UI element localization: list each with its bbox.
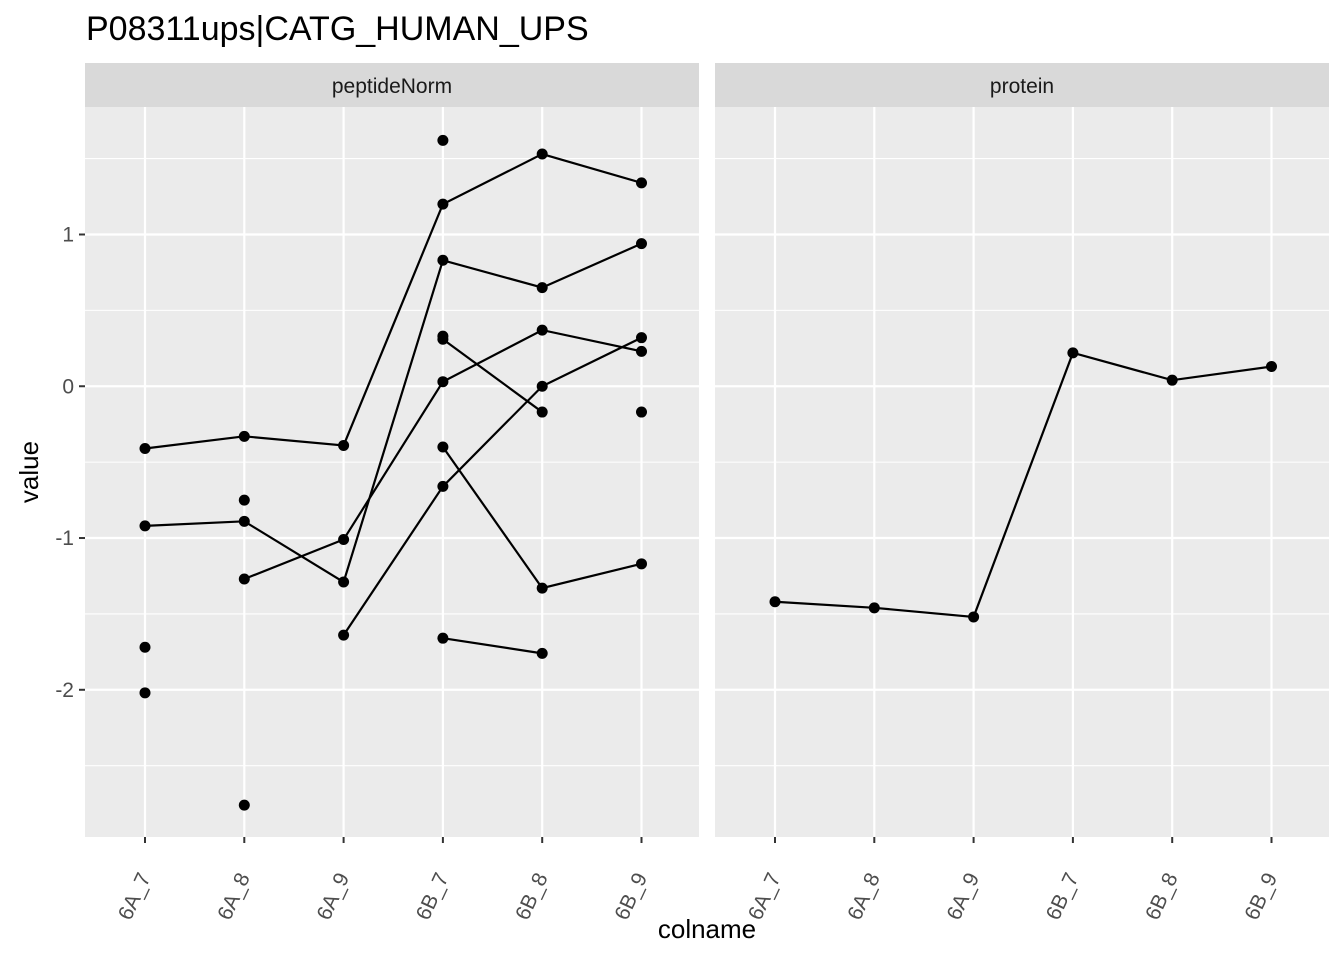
series-line [144, 242, 642, 584]
data-point [437, 330, 449, 342]
data-point [636, 177, 647, 189]
x-tick-label: 6B_8 [1141, 869, 1183, 923]
facet-strip-label: peptideNorm [332, 75, 452, 98]
data-point [338, 629, 350, 641]
data-point [238, 799, 250, 811]
data-point [437, 480, 449, 492]
panel-background [85, 107, 699, 837]
x-tick-label: 6A_8 [213, 869, 255, 923]
data-point [238, 494, 250, 506]
chart-title: P08311ups|CATG_HUMAN_UPS [86, 10, 589, 48]
data-point [536, 582, 548, 594]
data-point [338, 576, 350, 588]
x-axis-title: colname [658, 914, 756, 944]
data-point [636, 558, 647, 570]
data-point [968, 611, 980, 623]
data-point [338, 439, 350, 451]
data-point [1166, 374, 1178, 386]
x-tick-label: 6B_9 [1240, 869, 1282, 923]
data-point [238, 573, 250, 585]
x-tick-label: 6A_9 [313, 869, 355, 923]
data-point [139, 641, 151, 653]
x-tick-label: 6B_8 [511, 869, 553, 923]
data-point [139, 442, 151, 454]
x-tick-label: 6A_8 [843, 869, 885, 923]
data-point [536, 324, 548, 336]
data-point [536, 148, 548, 160]
data-point [1266, 361, 1277, 373]
data-point [536, 406, 548, 418]
y-tick-label: -1 [55, 527, 74, 550]
data-point [238, 515, 250, 527]
data-point [636, 345, 647, 357]
data-point [536, 647, 548, 659]
data-point [437, 198, 449, 210]
data-point [437, 254, 449, 266]
facet-strip [715, 63, 1329, 107]
data-point [139, 520, 151, 532]
data-point [238, 430, 250, 442]
facet-strip [85, 63, 699, 107]
data-point [139, 687, 151, 699]
data-point [636, 238, 647, 250]
series-line [342, 336, 642, 636]
series-line [442, 338, 543, 413]
series-line [442, 637, 543, 655]
data-point [437, 632, 449, 644]
data-point [769, 596, 781, 608]
panel-background [715, 107, 1329, 837]
data-point [536, 380, 548, 392]
y-tick-label: -2 [55, 679, 74, 702]
facet-strip-label: protein [990, 75, 1054, 98]
y-axis-title: value [14, 441, 44, 503]
data-point [1067, 347, 1079, 359]
data-point [636, 406, 647, 418]
x-tick-label: 6A_9 [943, 869, 985, 923]
x-tick-label: 6B_7 [1042, 869, 1084, 923]
y-tick-label: 0 [62, 375, 74, 398]
series-line [774, 351, 1272, 619]
series-line [144, 152, 642, 450]
data-point [437, 441, 449, 453]
data-point [636, 332, 647, 344]
data-point [437, 376, 449, 388]
data-point [437, 134, 449, 146]
data-point [536, 282, 548, 294]
y-tick-label: 1 [62, 223, 74, 246]
x-tick-label: 6A_7 [114, 869, 156, 923]
data-point [338, 534, 350, 546]
x-tick-label: 6B_7 [412, 869, 454, 923]
data-point [868, 602, 880, 614]
x-tick-label: 6B_9 [610, 869, 652, 923]
